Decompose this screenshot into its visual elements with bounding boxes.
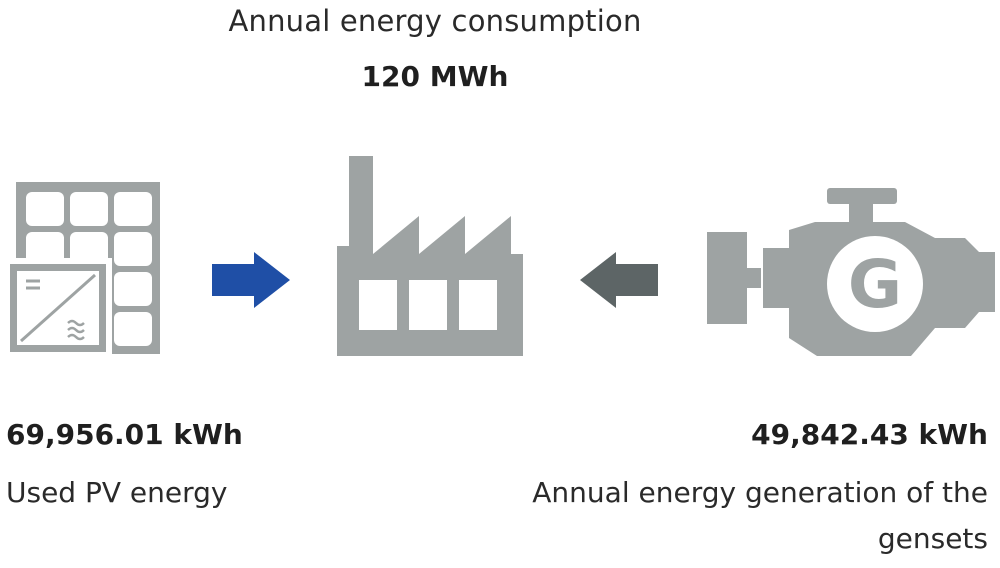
genset-letter: G [848,246,902,323]
genset-arrow-icon [580,252,658,308]
factory-icon [337,156,523,356]
diagram-title: Annual energy consumption [228,4,642,38]
pv-energy-value: 69,956.01 kWh [6,418,243,451]
genset-engine-icon: G [707,188,995,356]
pv-arrow-icon [212,252,290,308]
pv-energy-label: Used PV energy [6,476,228,509]
genset-energy-value: 49,842.43 kWh [751,418,988,451]
genset-energy-label: Annual energy generation of the gensets [532,476,988,555]
total-consumption-value: 120 MWh [361,60,509,93]
solar-panel-inverter-icon [4,182,160,356]
